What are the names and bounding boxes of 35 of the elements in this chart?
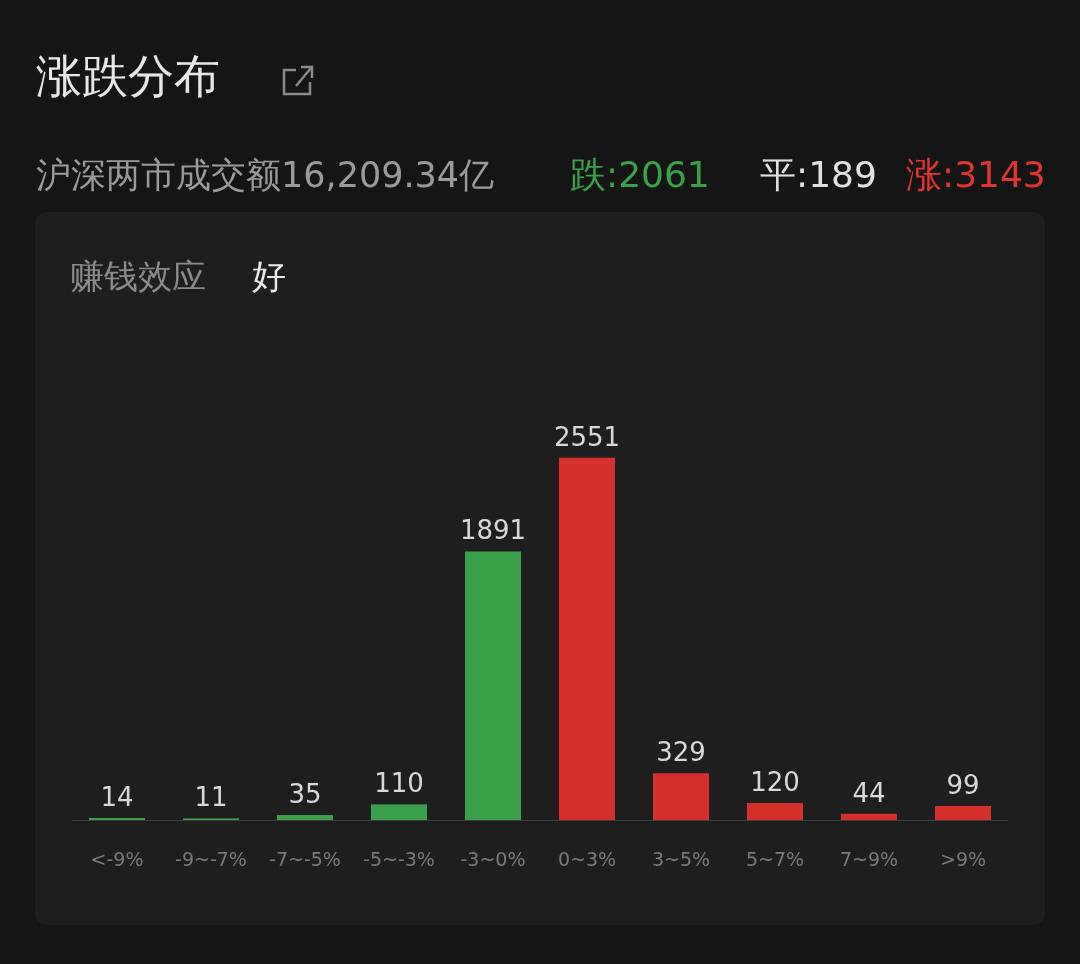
data-label: 44 <box>852 777 886 808</box>
x-tick-label: <-9% <box>90 848 144 870</box>
text: 涨:3143 <box>906 154 1046 195</box>
data-label: 35 <box>288 779 322 810</box>
bar <box>371 804 427 820</box>
x-tick-label: 7~9% <box>839 848 899 870</box>
text: 跌:2061 <box>570 154 710 195</box>
x-tick-label: -9~-7% <box>175 848 247 870</box>
data-label: 1891 <box>459 515 527 546</box>
text: 赚钱效应 <box>70 256 206 296</box>
chart-subtitle: 沪深两市成交额16,209.34亿 <box>36 155 495 195</box>
bar <box>935 805 991 820</box>
data-label: 329 <box>656 737 706 768</box>
bar <box>653 773 709 820</box>
data-label: 11 <box>194 782 228 813</box>
x-tick-label: >9% <box>939 848 987 870</box>
x-tick-label: 0~3% <box>557 848 617 870</box>
text: 好 <box>252 256 286 296</box>
data-label: 99 <box>946 769 980 800</box>
bar <box>841 813 897 820</box>
bar <box>747 802 803 820</box>
bar <box>559 457 615 820</box>
data-label: 120 <box>750 766 800 797</box>
text: 平:189 <box>760 154 877 195</box>
data-label: 2551 <box>553 421 621 452</box>
x-tick-label: -5~-3% <box>363 848 435 870</box>
bar <box>465 551 521 820</box>
data-label: 110 <box>374 768 424 799</box>
bar <box>277 815 333 820</box>
x-tick-label: -7~-5% <box>269 848 341 870</box>
chart-title: 涨跌分布 <box>36 49 220 103</box>
x-tick-label: 5~7% <box>745 848 805 870</box>
data-label: 14 <box>100 782 134 813</box>
x-tick-label: -3~0% <box>460 848 526 870</box>
x-tick-label: 3~5% <box>651 848 711 870</box>
